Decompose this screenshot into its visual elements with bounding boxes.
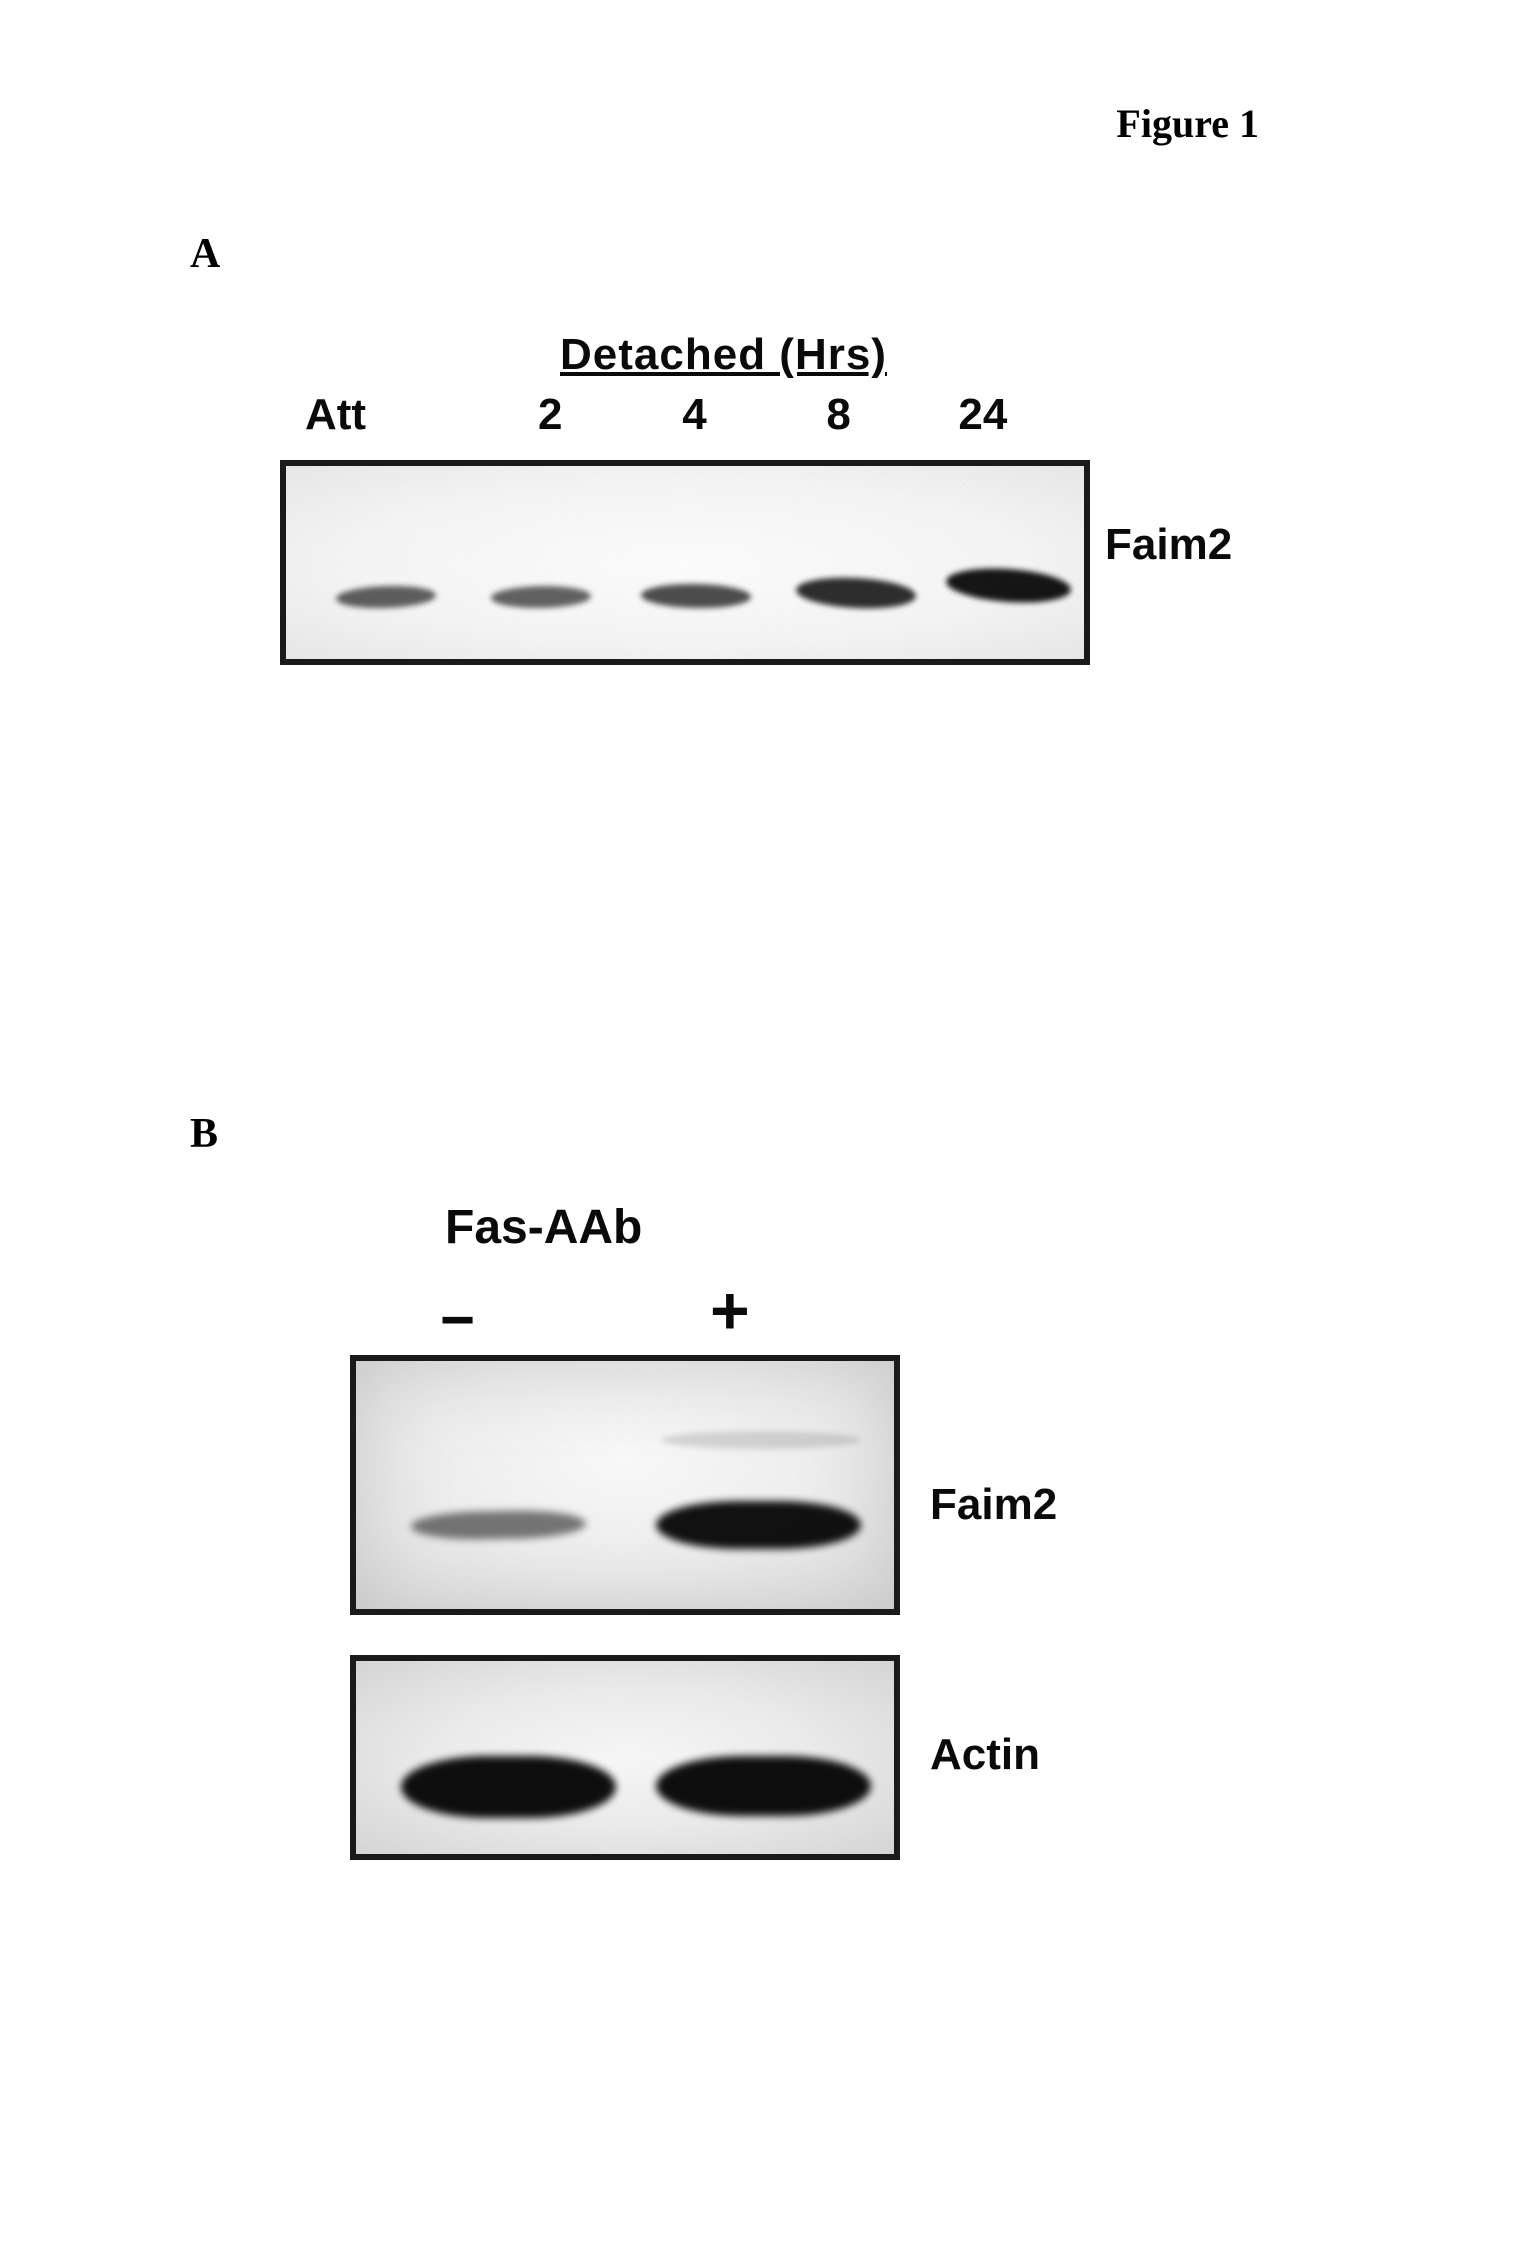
western-blot-band <box>336 584 437 609</box>
lane-label-2: 2 <box>478 390 622 440</box>
blot-b-actin <box>350 1655 900 1860</box>
detached-group-title: Detached (Hrs) <box>560 330 887 380</box>
western-blot-band <box>656 1501 861 1549</box>
blot-a-faim2 <box>280 460 1090 665</box>
lane-label-4: 4 <box>622 390 766 440</box>
panel-a: Detached (Hrs) Att 2 4 8 24 Faim2 <box>240 330 1140 665</box>
lane-label-8: 8 <box>767 390 911 440</box>
western-blot-band <box>491 585 591 609</box>
blot-noise <box>356 1361 894 1609</box>
panel-a-lane-labels: Att 2 4 8 24 <box>295 390 1055 440</box>
side-label-faim2-b: Faim2 <box>930 1480 1057 1530</box>
fas-aab-title: Fas-AAb <box>445 1200 642 1255</box>
panel-b-header: Fas-AAb − + <box>310 1200 1110 1355</box>
panel-a-header: Detached (Hrs) Att 2 4 8 24 <box>240 330 1140 460</box>
condition-minus: − <box>440 1285 475 1354</box>
western-blot-band <box>661 1431 861 1449</box>
panel-b: Fas-AAb − + Faim2 Actin <box>310 1200 1110 1860</box>
western-blot-band <box>795 575 916 611</box>
lane-label-att: Att <box>295 390 478 440</box>
western-blot-band <box>656 1756 871 1816</box>
side-label-actin: Actin <box>930 1730 1040 1780</box>
panel-b-label: B <box>190 1110 218 1158</box>
lane-label-24: 24 <box>911 390 1055 440</box>
western-blot-band <box>641 583 751 609</box>
panel-a-label: A <box>190 230 220 278</box>
western-blot-band <box>411 1509 586 1540</box>
figure-title: Figure 1 <box>1116 100 1259 147</box>
side-label-faim2-a: Faim2 <box>1105 520 1232 570</box>
blot-b-faim2 <box>350 1355 900 1615</box>
blot-noise <box>286 466 1084 659</box>
western-blot-band <box>401 1756 616 1818</box>
western-blot-band <box>945 565 1072 607</box>
condition-plus: + <box>710 1272 750 1350</box>
